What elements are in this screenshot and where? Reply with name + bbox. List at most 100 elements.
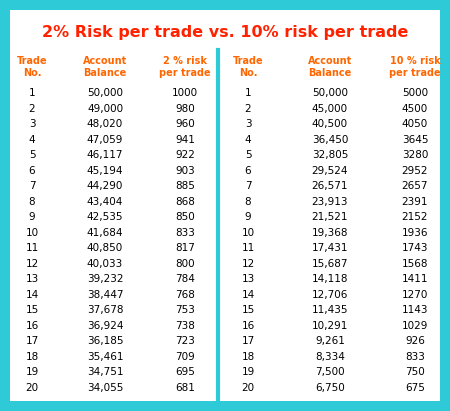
Text: 49,000: 49,000 (87, 104, 123, 113)
Text: 29,524: 29,524 (312, 166, 348, 175)
Text: 20: 20 (26, 383, 39, 393)
Text: 7: 7 (245, 181, 251, 191)
Text: 14: 14 (25, 289, 39, 300)
Text: 2% Risk per trade vs. 10% risk per trade: 2% Risk per trade vs. 10% risk per trade (42, 25, 408, 39)
Text: 21,521: 21,521 (312, 212, 348, 222)
Text: 45,000: 45,000 (312, 104, 348, 113)
Text: 9,261: 9,261 (315, 336, 345, 346)
Text: 11: 11 (25, 243, 39, 253)
Text: 15,687: 15,687 (312, 259, 348, 268)
Text: 37,678: 37,678 (87, 305, 123, 315)
Text: 2: 2 (29, 104, 35, 113)
Text: 1568: 1568 (402, 259, 428, 268)
Text: 709: 709 (175, 351, 195, 362)
Text: 817: 817 (175, 243, 195, 253)
Text: 4500: 4500 (402, 104, 428, 113)
Text: Trade
No.: Trade No. (233, 56, 263, 78)
Text: 2952: 2952 (402, 166, 428, 175)
Text: 39,232: 39,232 (87, 274, 123, 284)
Text: 800: 800 (175, 259, 195, 268)
Text: 9: 9 (29, 212, 35, 222)
Text: 18: 18 (241, 351, 255, 362)
Text: 738: 738 (175, 321, 195, 330)
Text: 9: 9 (245, 212, 251, 222)
Text: 44,290: 44,290 (87, 181, 123, 191)
Text: 3: 3 (245, 119, 251, 129)
Text: 833: 833 (405, 351, 425, 362)
Text: 4050: 4050 (402, 119, 428, 129)
Text: 13: 13 (25, 274, 39, 284)
Text: 1743: 1743 (402, 243, 428, 253)
Text: 6: 6 (29, 166, 35, 175)
Text: 1411: 1411 (402, 274, 428, 284)
Text: 833: 833 (175, 228, 195, 238)
Text: 16: 16 (241, 321, 255, 330)
Text: 960: 960 (175, 119, 195, 129)
Text: 2391: 2391 (402, 196, 428, 206)
Text: 926: 926 (405, 336, 425, 346)
Text: 3280: 3280 (402, 150, 428, 160)
Text: 10: 10 (26, 228, 39, 238)
Text: 34,751: 34,751 (87, 367, 123, 377)
Text: 36,924: 36,924 (87, 321, 123, 330)
Text: 1936: 1936 (402, 228, 428, 238)
Text: 1: 1 (29, 88, 35, 98)
Text: 19: 19 (241, 367, 255, 377)
Text: 8: 8 (29, 196, 35, 206)
Text: 6,750: 6,750 (315, 383, 345, 393)
Text: 41,684: 41,684 (87, 228, 123, 238)
Text: 753: 753 (175, 305, 195, 315)
Text: 885: 885 (175, 181, 195, 191)
Text: Account
Balance: Account Balance (83, 56, 127, 78)
Text: 2 % risk
per trade: 2 % risk per trade (159, 56, 211, 78)
Text: 18: 18 (25, 351, 39, 362)
Text: 1143: 1143 (402, 305, 428, 315)
Text: 10,291: 10,291 (312, 321, 348, 330)
Text: 1029: 1029 (402, 321, 428, 330)
Text: 36,185: 36,185 (87, 336, 123, 346)
Text: 11,435: 11,435 (312, 305, 348, 315)
Text: 5: 5 (245, 150, 251, 160)
Text: 1: 1 (245, 88, 251, 98)
Text: 13: 13 (241, 274, 255, 284)
Text: 922: 922 (175, 150, 195, 160)
Text: 10: 10 (242, 228, 255, 238)
Text: 12: 12 (241, 259, 255, 268)
Text: 47,059: 47,059 (87, 134, 123, 145)
Text: 40,850: 40,850 (87, 243, 123, 253)
Text: 26,571: 26,571 (312, 181, 348, 191)
Text: 8,334: 8,334 (315, 351, 345, 362)
Text: 4: 4 (29, 134, 35, 145)
Text: 15: 15 (241, 305, 255, 315)
Text: 23,913: 23,913 (312, 196, 348, 206)
Text: 19,368: 19,368 (312, 228, 348, 238)
Text: 7: 7 (29, 181, 35, 191)
Text: 16: 16 (25, 321, 39, 330)
Text: 784: 784 (175, 274, 195, 284)
Text: 681: 681 (175, 383, 195, 393)
Text: 980: 980 (175, 104, 195, 113)
Text: 45,194: 45,194 (87, 166, 123, 175)
Text: 2152: 2152 (402, 212, 428, 222)
Text: 7,500: 7,500 (315, 367, 345, 377)
Text: 14: 14 (241, 289, 255, 300)
Text: 768: 768 (175, 289, 195, 300)
Text: 19: 19 (25, 367, 39, 377)
Text: 42,535: 42,535 (87, 212, 123, 222)
Text: 43,404: 43,404 (87, 196, 123, 206)
Text: 903: 903 (175, 166, 195, 175)
Text: 14,118: 14,118 (312, 274, 348, 284)
Text: 941: 941 (175, 134, 195, 145)
Text: 40,033: 40,033 (87, 259, 123, 268)
Text: 723: 723 (175, 336, 195, 346)
Text: 5: 5 (29, 150, 35, 160)
Text: 50,000: 50,000 (87, 88, 123, 98)
Text: 3: 3 (29, 119, 35, 129)
Text: 1270: 1270 (402, 289, 428, 300)
Text: 40,500: 40,500 (312, 119, 348, 129)
Text: Trade
No.: Trade No. (17, 56, 47, 78)
Text: 10 % risk
per trade: 10 % risk per trade (389, 56, 441, 78)
Text: 3645: 3645 (402, 134, 428, 145)
Text: 36,450: 36,450 (312, 134, 348, 145)
Text: 1000: 1000 (172, 88, 198, 98)
